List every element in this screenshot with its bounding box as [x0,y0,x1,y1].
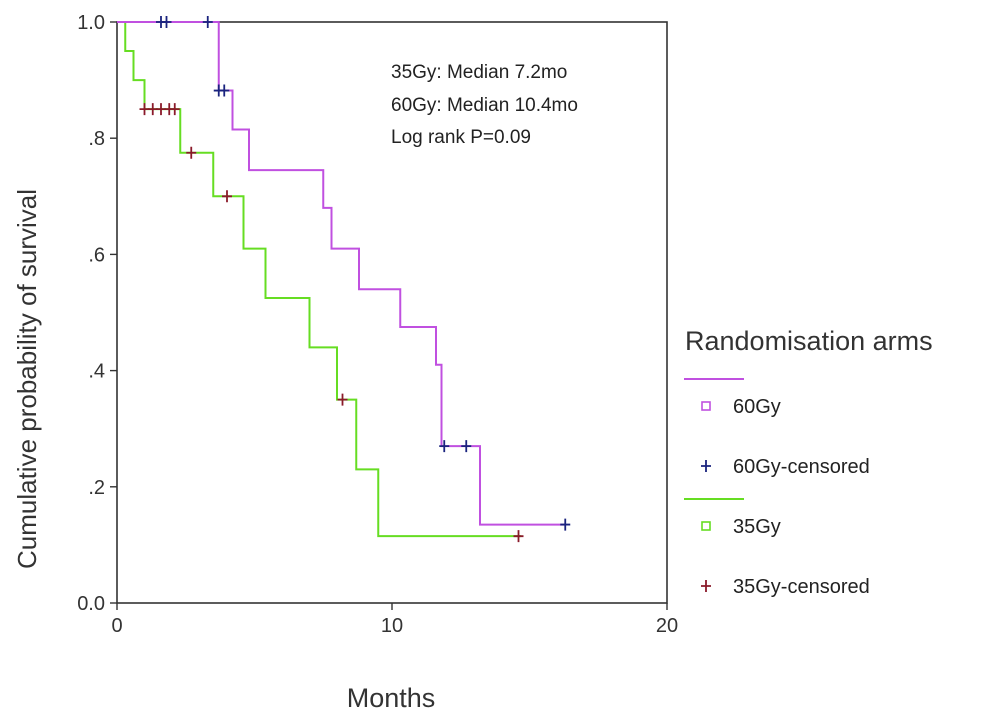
legend-marker-60gy-censored [701,460,711,472]
x-tick-label: 0 [111,615,122,637]
censor-mark-35gy [169,103,180,116]
y-tick-label: 0.0 [77,593,105,615]
series-line-60gy [117,21,566,526]
legend-title: Randomisation arms [685,326,933,356]
series-line-35gy [117,21,522,538]
x-axis-label: Months [347,683,436,713]
censor-mark-35gy [222,190,232,203]
annotation-2: 60Gy: Median 10.4mo [391,95,578,116]
x-tick-label: 20 [656,615,678,637]
censor-mark-60gy [202,16,213,28]
legend-label-35gy-censored: 35Gy-censored [733,576,870,598]
y-tick-label: 1.0 [77,12,105,34]
y-tick-label: .2 [88,477,105,499]
y-tick-label: .6 [88,244,105,266]
legend-marker-35gy-censored [701,580,711,592]
legend-marker-35gy [701,521,711,531]
censor-mark-60gy [439,440,450,453]
censor-mark-60gy [560,518,571,531]
censor-mark-60gy [461,440,472,453]
censor-mark-60gy [219,84,230,97]
legend-label-35gy: 35Gy [733,516,781,538]
legend-label-60gy-censored: 60Gy-censored [733,456,870,478]
legend-marker-60gy [701,401,711,411]
annotation-1: 35Gy: Median 7.2mo [391,62,567,83]
legend-label-60gy: 60Gy [733,396,781,418]
annotation-3: Log rank P=0.09 [391,127,531,148]
censor-mark-60gy [161,16,172,28]
censor-mark-35gy [337,393,348,406]
x-tick-label: 10 [381,615,403,637]
censor-mark-35gy [186,146,197,159]
y-axis-label: Cumulative probability of survival [12,189,42,569]
censor-mark-35gy [513,530,524,543]
y-tick-label: .8 [88,128,105,150]
y-tick-label: .4 [88,361,105,383]
